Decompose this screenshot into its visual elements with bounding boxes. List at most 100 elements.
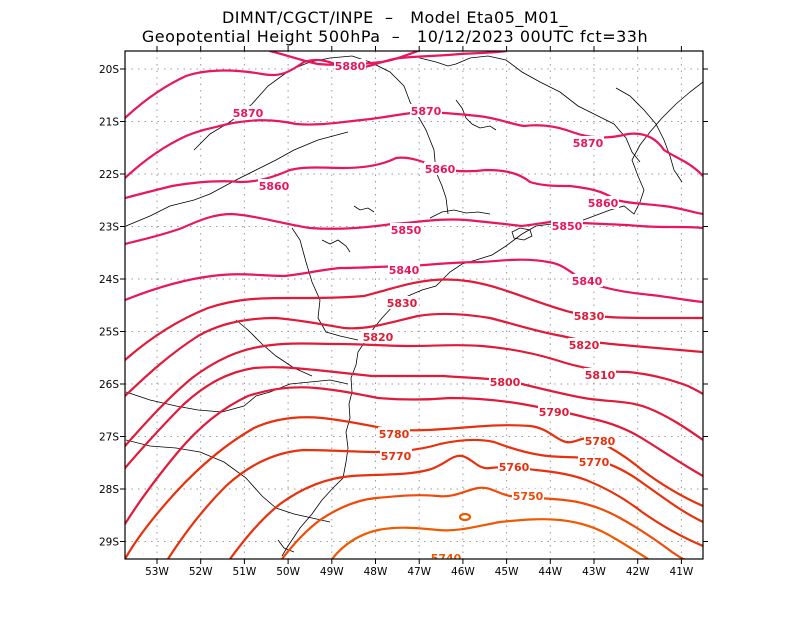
contour-label-5760: 5760 [499,461,530,474]
map-title-line-2: Geopotential Height 500hPa – 10/12/2023 … [141,27,649,46]
contour-label-5870: 5870 [573,137,604,150]
lon-tick-label: 49W [320,566,344,578]
contour-label-5820: 5820 [569,339,600,352]
contour-5810 [125,342,703,448]
lat-tick-label: 24S [99,274,119,286]
contour-label-bg [584,434,616,447]
contour-label-bg [430,551,462,559]
lat-tick-label: 29S [99,537,119,549]
lon-tick-label: 53W [145,566,169,578]
state-border [419,57,457,67]
contour-5850 [125,212,703,246]
lat-tick-label: 26S [99,379,119,391]
state-border [125,131,349,227]
lat-tick-label: 21S [99,117,119,129]
map-title-line-1: DIMNT/CGCT/INPE – Model Eta05_M01_ [221,8,569,27]
contour-5820 [125,312,703,398]
lon-tick-label: 51W [233,566,257,578]
contour-label-bg [334,59,366,72]
contour-5830 [125,278,703,362]
state-border [351,55,449,215]
reservoir-outline [321,239,351,253]
contour-label-bg [386,296,418,309]
ilha-grande-outline [511,227,533,241]
contour-label-5770: 5770 [579,456,610,469]
contour-label-bg [232,106,264,119]
contour-label-5860: 5860 [588,197,619,210]
lon-tick-label: 52W [189,566,213,578]
contour-5740-closed [458,512,472,522]
contour-label-5880: 5880 [335,60,366,73]
contour-label-5780: 5780 [379,428,410,441]
lon-tick-label: 48W [364,566,388,578]
contour-label-bg [410,104,442,117]
contour-label-5850: 5850 [552,220,583,233]
state-border [455,55,641,163]
lat-tick-label: 28S [99,484,119,496]
contour-5770 [166,438,703,559]
state-border [125,439,331,523]
lat-tick-label: 20S [99,64,119,76]
contour-label-bg [512,489,544,502]
lon-tick-label: 45W [495,566,519,578]
lagoon-outline [429,209,491,219]
axis-ticks: 53W 52W 51W 50W 49W 48W 47W 46W 45W 44W 43W 42W 41W 2… [99,46,708,578]
contour-label-bg [258,179,290,192]
contour-5870-north [125,51,508,120]
contour-label-5780: 5780 [585,435,616,448]
lat-tick-label: 22S [99,169,119,181]
contour-label-5750: 5750 [513,490,544,503]
contour-5750 [280,486,686,559]
contour-labels: 5880 5870 5870 5870 5860 5860 5860 5850 5850 5840… [232,59,619,565]
contour-5740 [330,518,650,559]
contour-label-bg [573,309,605,322]
lat-lon-grid [125,51,703,559]
lon-tick-label: 42W [626,566,650,578]
contour-label-5860: 5860 [259,180,290,193]
reservoir-outline [353,205,375,213]
contour-label-bg [489,375,521,388]
contour-label-5840: 5840 [389,264,420,277]
contour-label-bg [578,455,610,468]
contour-5760 [228,454,703,559]
state-border [615,87,683,183]
state-border [125,379,349,413]
contour-label-bg [424,162,456,175]
lon-tick-label: 47W [407,566,431,578]
reservoir-outline [455,99,497,131]
contour-5780 [125,416,703,559]
state-border [193,55,353,151]
contour-label-bg [378,427,410,440]
lon-tick-label: 41W [670,566,694,578]
contour-label-bg [571,274,603,287]
contour-label-bg [572,136,604,149]
contour-label-bg [551,219,583,232]
contour-label-5840: 5840 [572,275,603,288]
lat-tick-label: 27S [99,432,119,444]
contour-label-5800: 5800 [490,376,521,389]
contour-5840 [125,258,703,304]
contour-label-bg [390,223,422,236]
lat-tick-label: 25S [99,327,119,339]
contour-label-5790: 5790 [539,406,570,419]
contour-label-5770: 5770 [381,450,412,463]
contour-5800 [125,366,703,470]
lon-tick-label: 44W [538,566,562,578]
contour-5790 [125,386,703,526]
height-contours [125,51,703,559]
contour-5870 [125,110,703,180]
contour-label-bg [538,405,570,418]
contour-label-5740: 5740 [431,552,462,565]
contour-label-5870: 5870 [233,107,264,120]
contour-label-5850: 5850 [391,224,422,237]
contour-label-5860: 5860 [425,163,456,176]
contour-label-bg [587,196,619,209]
contour-label-bg [568,338,600,351]
lat-tick-label: 23S [99,222,119,234]
contour-label-5830: 5830 [574,310,605,323]
contour-label-bg [380,449,412,462]
lon-tick-label: 50W [276,566,300,578]
contour-label-bg [498,460,530,473]
lon-tick-label: 46W [451,566,475,578]
